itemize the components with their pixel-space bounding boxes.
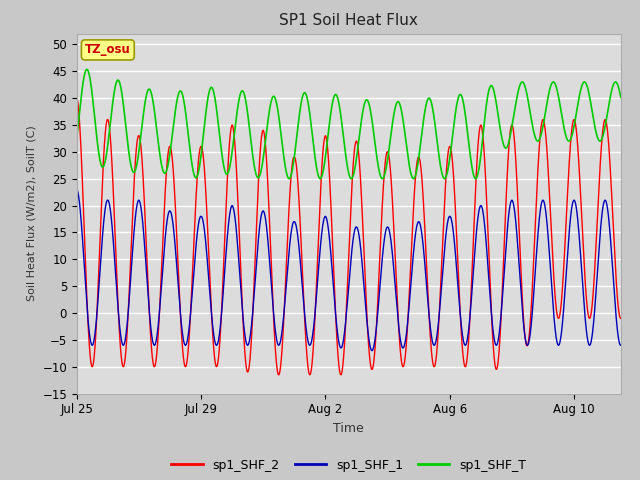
sp1_SHF_T <box>506 137 513 143</box>
sp1_SHF_1 <box>506 208 513 214</box>
sp1_SHF_2 <box>73 95 81 101</box>
Line: sp1_SHF_T: sp1_SHF_T <box>77 69 621 179</box>
sp1_SHF_2 <box>617 315 625 321</box>
sp1_SHF_T <box>395 99 403 105</box>
sp1_SHF_T <box>476 157 484 163</box>
sp1_SHF_T <box>270 94 278 99</box>
sp1_SHF_2 <box>100 146 108 152</box>
Line: sp1_SHF_1: sp1_SHF_1 <box>77 190 621 350</box>
sp1_SHF_1 <box>368 348 376 353</box>
Line: sp1_SHF_2: sp1_SHF_2 <box>77 98 621 375</box>
Title: SP1 Soil Heat Flux: SP1 Soil Heat Flux <box>280 13 418 28</box>
sp1_SHF_T <box>378 176 386 181</box>
sp1_SHF_2 <box>270 318 278 324</box>
sp1_SHF_T <box>73 134 81 140</box>
sp1_SHF_1 <box>270 312 278 318</box>
sp1_SHF_2 <box>476 123 484 129</box>
sp1_SHF_2 <box>419 184 426 190</box>
sp1_SHF_T <box>617 95 625 100</box>
Legend: sp1_SHF_2, sp1_SHF_1, sp1_SHF_T: sp1_SHF_2, sp1_SHF_1, sp1_SHF_T <box>166 454 531 477</box>
X-axis label: Time: Time <box>333 422 364 435</box>
sp1_SHF_1 <box>100 215 108 220</box>
sp1_SHF_T <box>419 125 426 131</box>
Text: TZ_osu: TZ_osu <box>85 43 131 56</box>
sp1_SHF_T <box>83 66 91 72</box>
sp1_SHF_1 <box>419 236 426 242</box>
sp1_SHF_2 <box>506 139 513 145</box>
sp1_SHF_1 <box>476 204 484 209</box>
sp1_SHF_1 <box>73 187 81 192</box>
sp1_SHF_T <box>100 162 108 168</box>
sp1_SHF_2 <box>395 326 403 332</box>
Y-axis label: Soil Heat Flux (W/m2), SoilT (C): Soil Heat Flux (W/m2), SoilT (C) <box>27 126 36 301</box>
sp1_SHF_1 <box>395 324 403 330</box>
sp1_SHF_2 <box>275 372 282 378</box>
sp1_SHF_1 <box>617 342 625 348</box>
